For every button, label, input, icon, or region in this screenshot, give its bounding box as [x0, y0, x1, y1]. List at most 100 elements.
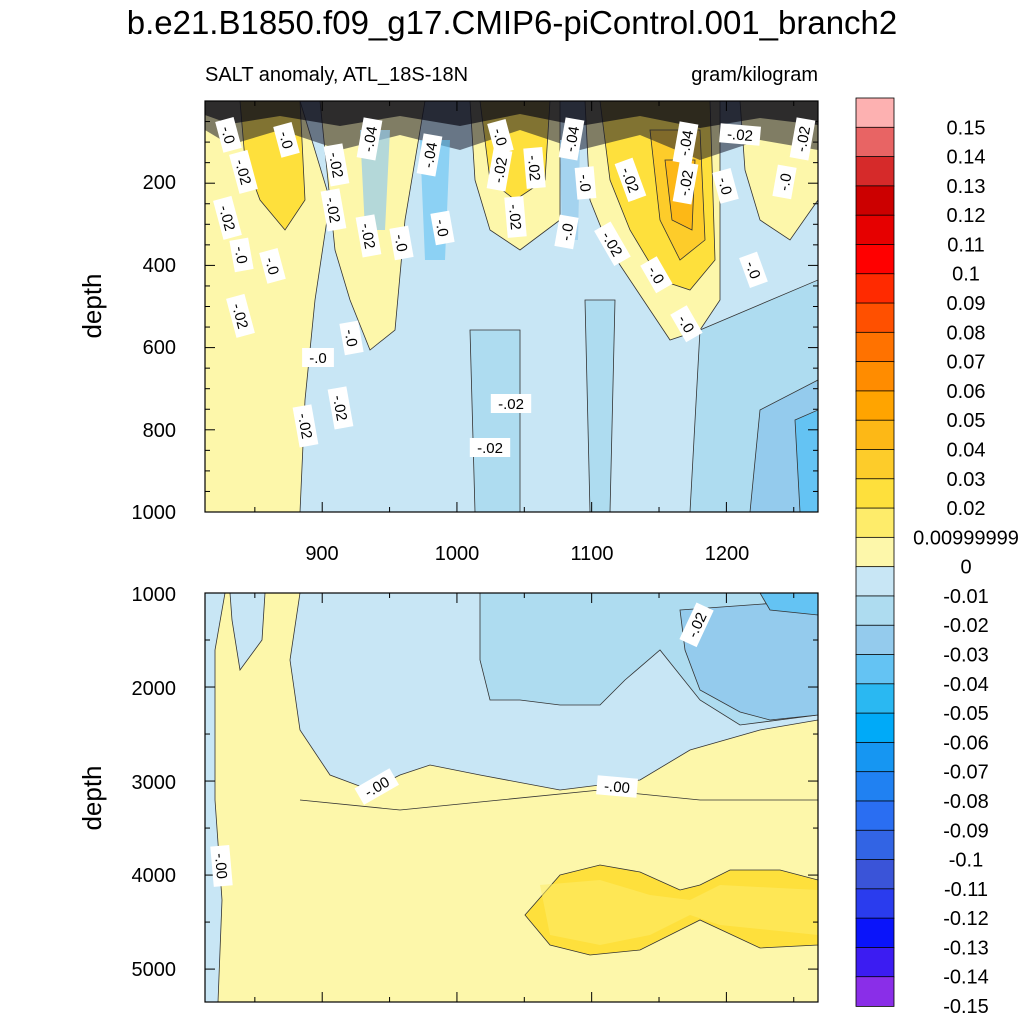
- colorbar-swatch: [855, 712, 895, 744]
- lower-contour-fill: [205, 593, 818, 1002]
- contour-label: -.02: [504, 196, 527, 238]
- contour-label-text: -.02: [231, 157, 254, 186]
- lower-y-tick-label: 1000: [132, 584, 177, 606]
- contour-label: -.0: [259, 248, 286, 284]
- upper-y-tick-label: 800: [143, 420, 176, 442]
- contour-label-text: -.02: [322, 196, 343, 224]
- contour-label-bg: [679, 602, 714, 648]
- upper-y-axis-label: depth: [77, 273, 107, 338]
- contour-label-bg: [719, 123, 761, 146]
- colorbar-level-label: 0.12: [947, 205, 986, 227]
- contour-label-bg: [356, 117, 383, 161]
- upper-y-tick-label: 200: [143, 172, 176, 194]
- contour-label: -.0: [640, 256, 673, 294]
- upper-contour-labels: -.0 -.0 -.02 -.04 -.04 -.0 -.02 -.04 -.04 -.02 -.0…: [213, 117, 816, 457]
- colorbar-swatch: [855, 331, 895, 363]
- units-label: gram/kilogram: [691, 64, 818, 86]
- contour-label-bg: [323, 143, 350, 187]
- contour-label-bg: [339, 320, 364, 356]
- contour-label-bg: [486, 148, 513, 192]
- contour-label-bg: [430, 210, 455, 246]
- contour-label-bg: [229, 237, 254, 273]
- colorbar-swatch: [855, 976, 895, 1007]
- colorbar-level-label: -0.02: [943, 615, 989, 637]
- contour-label: -.0: [670, 305, 703, 343]
- colorbar-swatch: [855, 741, 895, 773]
- contour-label-bg: [213, 195, 242, 240]
- upper-y-tick-label: 400: [143, 255, 176, 277]
- contour-label-bg: [574, 166, 597, 200]
- contour-label-bg: [327, 386, 354, 430]
- colorbar-level-label: -0.04: [943, 674, 989, 696]
- contour-label: -.0: [339, 320, 364, 356]
- contour-label-text: -.0: [742, 259, 764, 281]
- colorbar-level-label: 0.15: [947, 117, 986, 139]
- contour-label: -.0: [215, 117, 242, 153]
- contour-label-text: -.0: [776, 172, 796, 192]
- contour-label-text: -.0: [261, 255, 282, 276]
- contour-label-bg: [789, 117, 816, 161]
- contour-label: -.02: [719, 123, 761, 146]
- colorbar-level-label: -0.15: [943, 996, 989, 1018]
- contour-label-bg: [229, 149, 258, 194]
- colorbar-swatch: [855, 273, 895, 304]
- contour-label-bg: [354, 768, 399, 805]
- contour-label-text: -.02: [294, 412, 315, 440]
- x-tick-label: 900: [305, 543, 338, 565]
- contour-label-text: -.04: [360, 125, 381, 153]
- contour-label: -.0: [772, 164, 797, 200]
- upper-contour-fill: [205, 101, 818, 512]
- colorbar-level-label: 0.05: [947, 410, 986, 432]
- contour-label: -.02: [320, 188, 347, 232]
- lower-y-tick-label: 2000: [132, 678, 177, 700]
- colorbar-level-label: 0.09: [947, 293, 986, 315]
- colorbar-swatch: [855, 361, 895, 392]
- contour-label-text: -.02: [676, 169, 697, 197]
- lower-ticks: [205, 592, 818, 1002]
- colorbar-level-label: 0.07: [947, 352, 986, 374]
- colorbar-level-label: -0.1: [949, 850, 983, 872]
- colorbar-level-label: -0.06: [943, 732, 989, 754]
- lower-y-tick-label: 3000: [132, 772, 177, 794]
- colorbar-level-label: 0.02: [947, 498, 986, 520]
- colorbar-swatch: [855, 390, 895, 421]
- contour-label-text: -.02: [726, 126, 753, 145]
- x-tick-label: 1200: [705, 543, 750, 565]
- colorbar-swatch: [855, 214, 895, 246]
- colorbar-swatch: [855, 947, 895, 978]
- contour-label-bg: [210, 845, 233, 887]
- colorbar-swatch: [855, 97, 895, 129]
- contour-label-bg: [292, 404, 319, 448]
- contour-label: -.0: [389, 225, 414, 261]
- contour-label: -.04: [416, 133, 443, 177]
- colorbar-level-label: -0.12: [943, 908, 989, 930]
- contour-label: -.04: [558, 117, 585, 161]
- contour-label-text: -.04: [676, 129, 697, 157]
- x-tick-label: 1000: [435, 543, 480, 565]
- contour-label: -.0: [302, 348, 334, 367]
- contour-label-bg: [712, 168, 739, 204]
- lower-plot-frame: [204, 592, 819, 1003]
- colorbar-level-label: 0.08: [947, 322, 986, 344]
- contour-label-bg: [487, 119, 514, 155]
- contour-label-bg: [215, 117, 242, 153]
- contour-label-bg: [614, 157, 647, 203]
- contour-label-text: -.02: [325, 151, 346, 179]
- colorbar-level-label: 0.14: [947, 147, 986, 169]
- contour-label-bg: [672, 121, 699, 165]
- colorbar-swatch: [855, 419, 895, 451]
- contour-label: -.02: [469, 438, 511, 457]
- colorbar-swatch: [855, 888, 895, 919]
- colorbar-swatch: [855, 917, 895, 949]
- contour-label-bg: [389, 225, 414, 261]
- contour-label-bg: [558, 117, 585, 161]
- colorbar-swatch: [855, 507, 895, 539]
- colorbar-level-label: 0.00999999: [913, 527, 1019, 549]
- contour-label: -.0: [430, 210, 455, 246]
- contour-label: -.02: [486, 148, 513, 192]
- contour-label-text: -.02: [505, 203, 524, 230]
- colorbar-level-label: -0.13: [943, 937, 989, 959]
- lower-y-axis-label: depth: [77, 765, 107, 830]
- colorbar-swatch: [855, 185, 895, 216]
- colorbar-swatch: [855, 683, 895, 714]
